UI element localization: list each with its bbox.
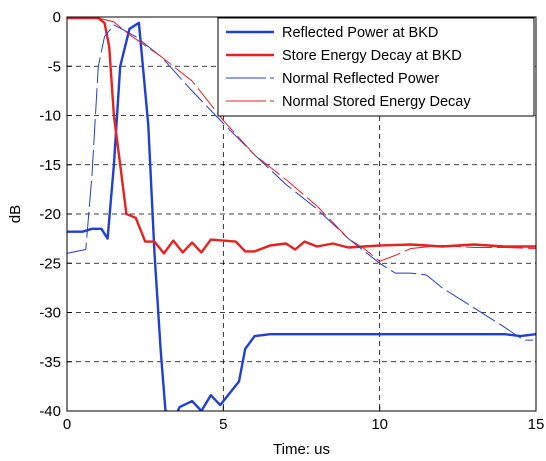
series-line-2 (67, 16, 536, 255)
y-tick-label: -10 (39, 108, 61, 125)
legend-label: Normal Reflected Power (282, 71, 439, 87)
y-tick-label: -35 (39, 354, 61, 371)
axis-ticks: 0 5 10 15 0 -5 -10 -15 -20 -25 -30 -35 -40 (39, 9, 544, 433)
x-axis-label: Time: us (273, 441, 330, 458)
x-tick-label: 5 (219, 416, 227, 433)
y-tick-label: -25 (39, 255, 61, 272)
y-axis-label: dB (7, 205, 24, 223)
legend-label: Store Energy Decay at BKD (282, 48, 462, 64)
series-line-4 (67, 17, 536, 262)
y-tick-label: -15 (39, 157, 61, 174)
y-tick-label: -40 (39, 403, 61, 420)
y-tick-label: -30 (39, 305, 61, 322)
series-layer (67, 16, 536, 411)
legend-label: Normal Stored Energy Decay (282, 94, 471, 110)
y-tick-label: -20 (39, 206, 61, 223)
series-line-1 (67, 21, 536, 411)
legend: Reflected Power at BKD Store Energy Decay… (217, 17, 535, 117)
legend-box (217, 17, 535, 117)
legend-label: Reflected Power at BKD (282, 25, 438, 41)
y-tick-label: -5 (48, 58, 61, 75)
x-tick-label: 15 (528, 416, 545, 433)
x-tick-label: 10 (371, 416, 388, 433)
y-tick-label: 0 (53, 9, 61, 26)
x-tick-label: 0 (63, 416, 71, 433)
